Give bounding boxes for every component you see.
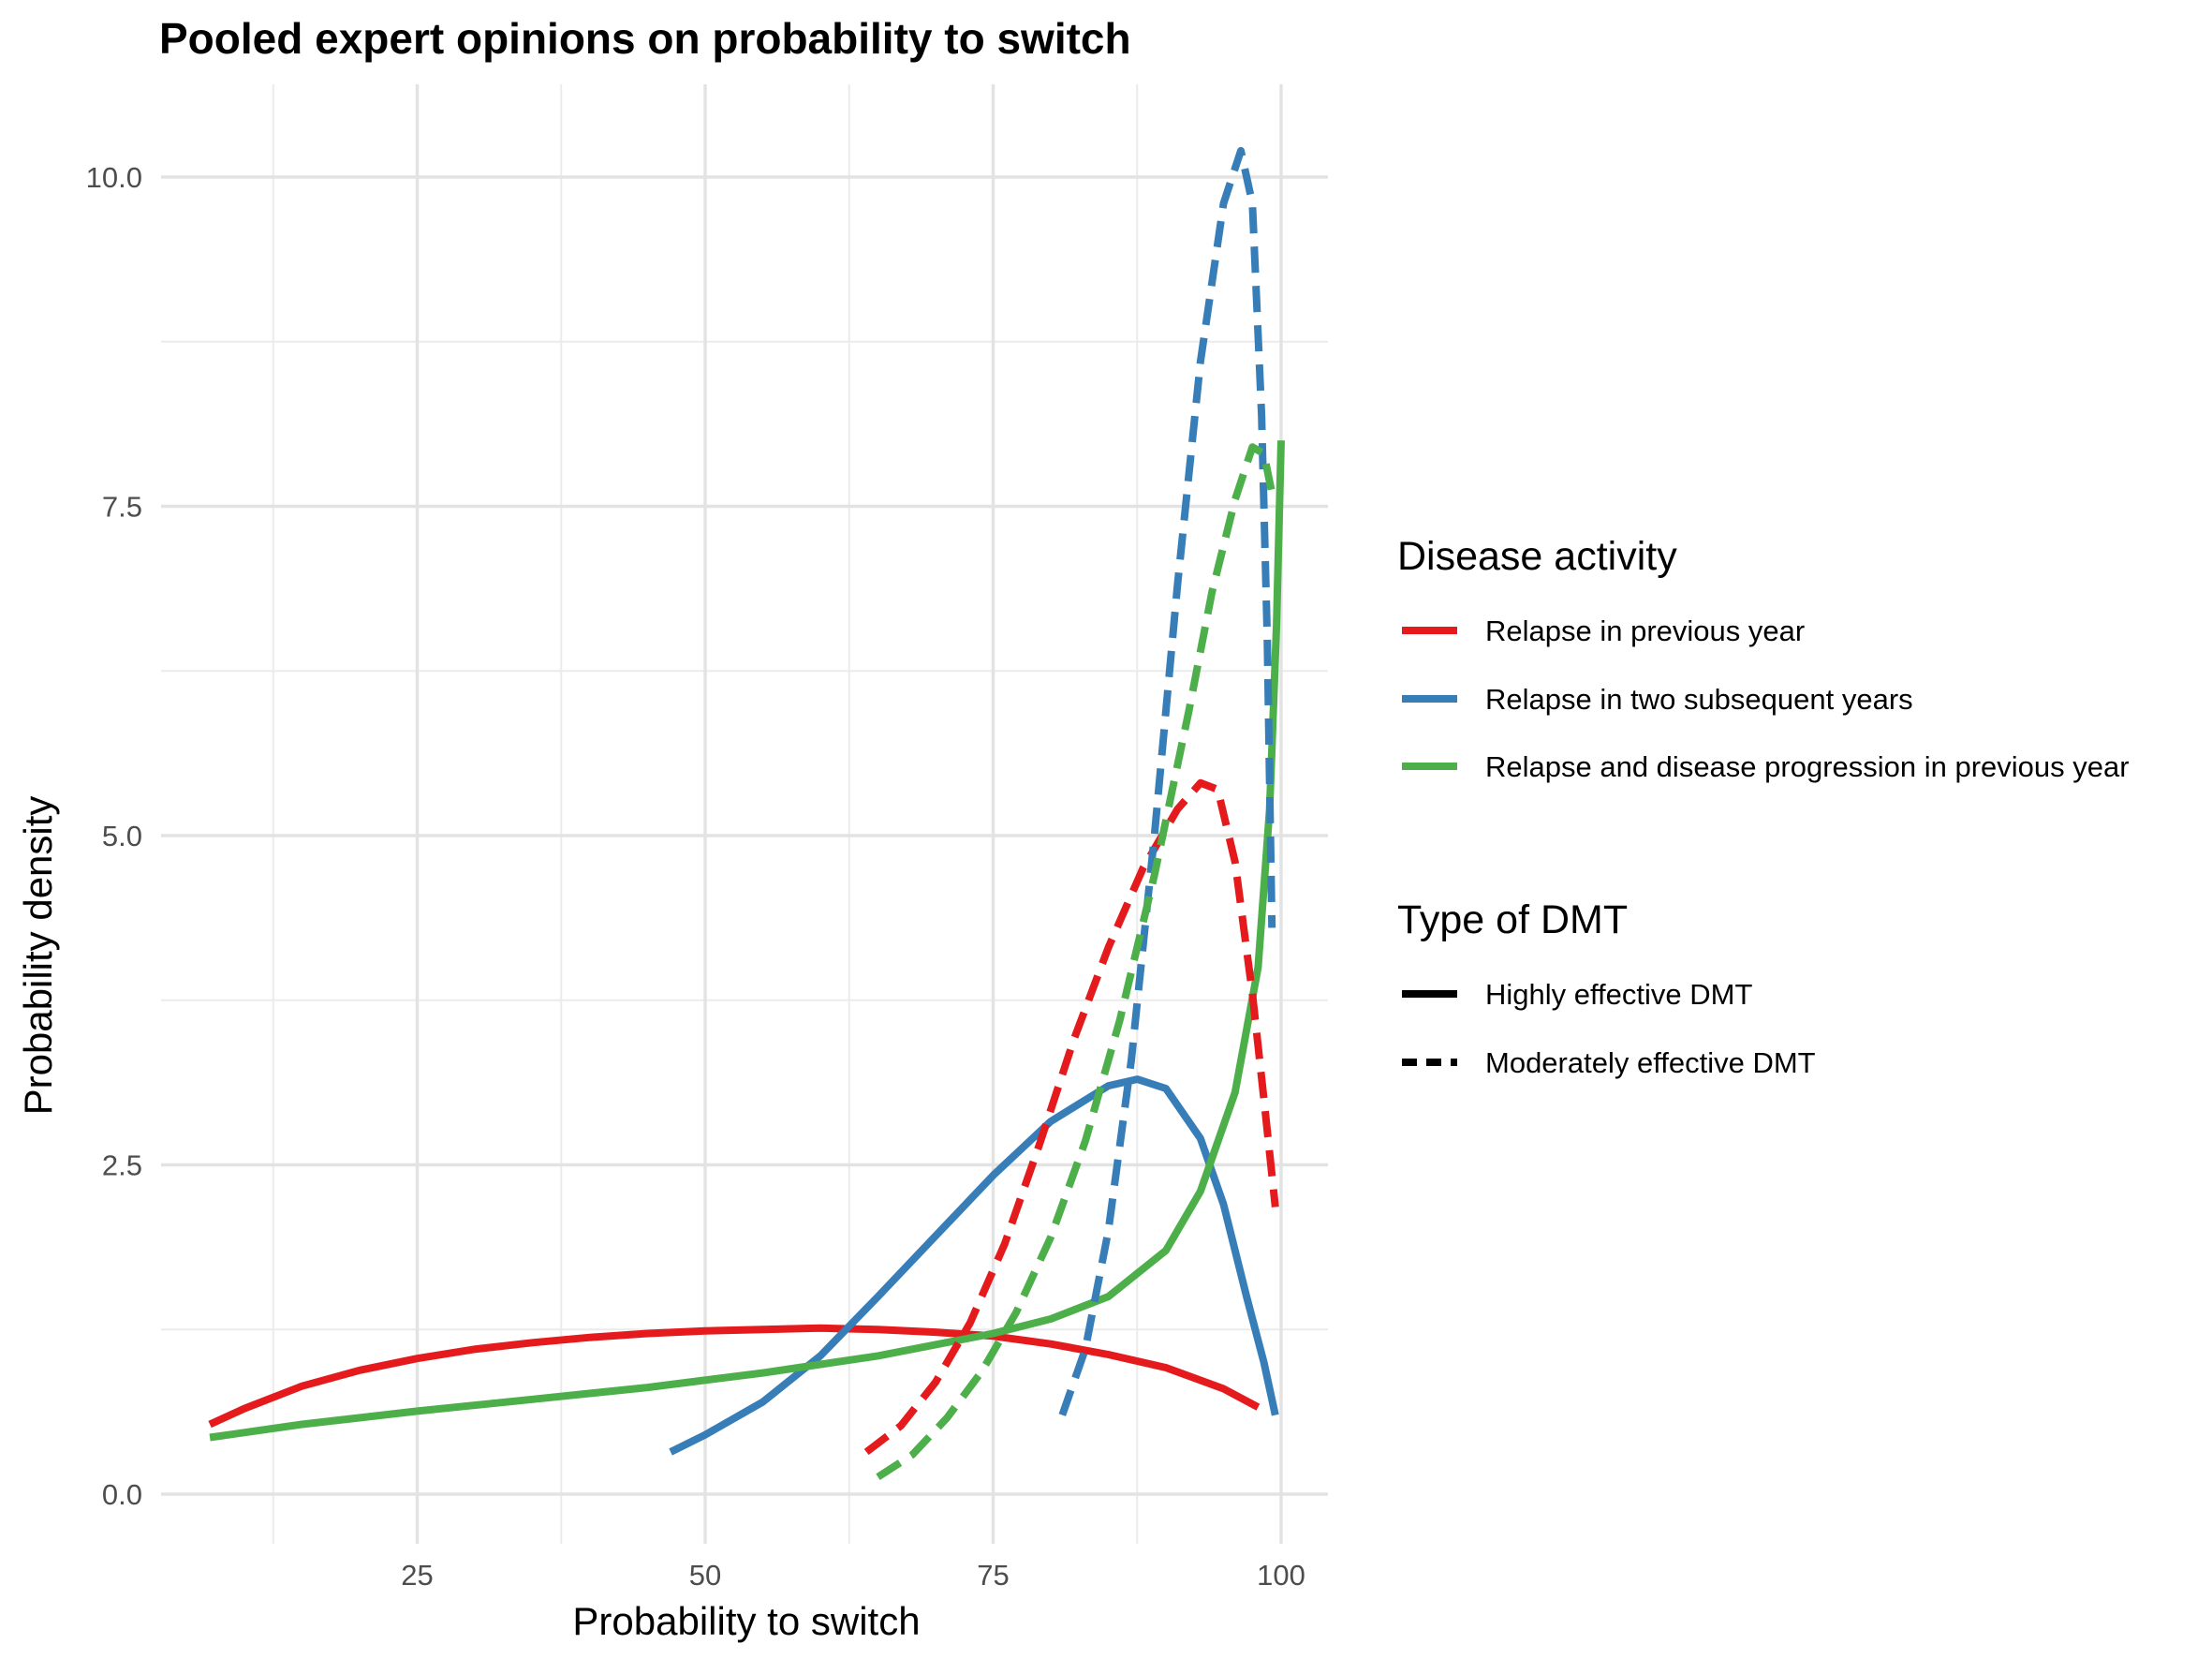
x-axis-tick-labels: 25 50 75 100 xyxy=(401,1559,1305,1592)
y-tick-label: 10.0 xyxy=(86,161,142,194)
series-line-relapse-and-disease-progression-in-previous-year-high xyxy=(209,440,1285,1442)
x-tick-label: 75 xyxy=(977,1559,1009,1592)
series-line-relapse-in-previous-year-high xyxy=(208,1324,1261,1429)
legend-label-relapse-progression: Relapse and disease progression in previ… xyxy=(1485,750,2130,783)
legend-label-relapse-two-years: Relapse in two subsequent years xyxy=(1485,683,1913,716)
y-axis-title: Probability density xyxy=(16,796,60,1116)
series-line-relapse-in-previous-year-moderate xyxy=(863,778,1279,1456)
chart-title: Pooled expert opinions on probability to… xyxy=(159,14,1131,63)
series-line-relapse-in-two-subsequent-years-moderate xyxy=(1058,146,1276,1416)
legend-label-moderately-effective: Moderately effective DMT xyxy=(1485,1046,1816,1079)
y-tick-label: 7.5 xyxy=(102,491,142,524)
y-tick-label: 2.5 xyxy=(102,1149,142,1182)
x-axis-title: Probability to switch xyxy=(572,1599,920,1643)
x-tick-label: 100 xyxy=(1257,1559,1305,1592)
series-lines xyxy=(208,146,1285,1481)
y-axis-tick-labels: 0.0 2.5 5.0 7.5 10.0 xyxy=(86,161,142,1511)
legend-title-type-of-dmt: Type of DMT xyxy=(1397,897,1628,942)
series-line-relapse-and-disease-progression-in-previous-year-moderate xyxy=(876,443,1276,1481)
major-gridlines xyxy=(161,84,1328,1544)
legend-title-disease-activity: Disease activity xyxy=(1397,534,1677,579)
legend-disease-activity: Disease activity Relapse in previous yea… xyxy=(1397,534,2130,783)
y-tick-label: 5.0 xyxy=(102,820,142,852)
legend-type-of-dmt: Type of DMT Highly effective DMT Moderat… xyxy=(1397,897,1816,1079)
y-tick-label: 0.0 xyxy=(102,1478,142,1511)
x-tick-label: 25 xyxy=(401,1559,433,1592)
legend-label-highly-effective: Highly effective DMT xyxy=(1485,978,1752,1011)
legend-label-relapse-previous-year: Relapse in previous year xyxy=(1485,615,1805,647)
x-tick-label: 50 xyxy=(689,1559,721,1592)
series-line-relapse-in-two-subsequent-years-high xyxy=(669,1075,1279,1456)
